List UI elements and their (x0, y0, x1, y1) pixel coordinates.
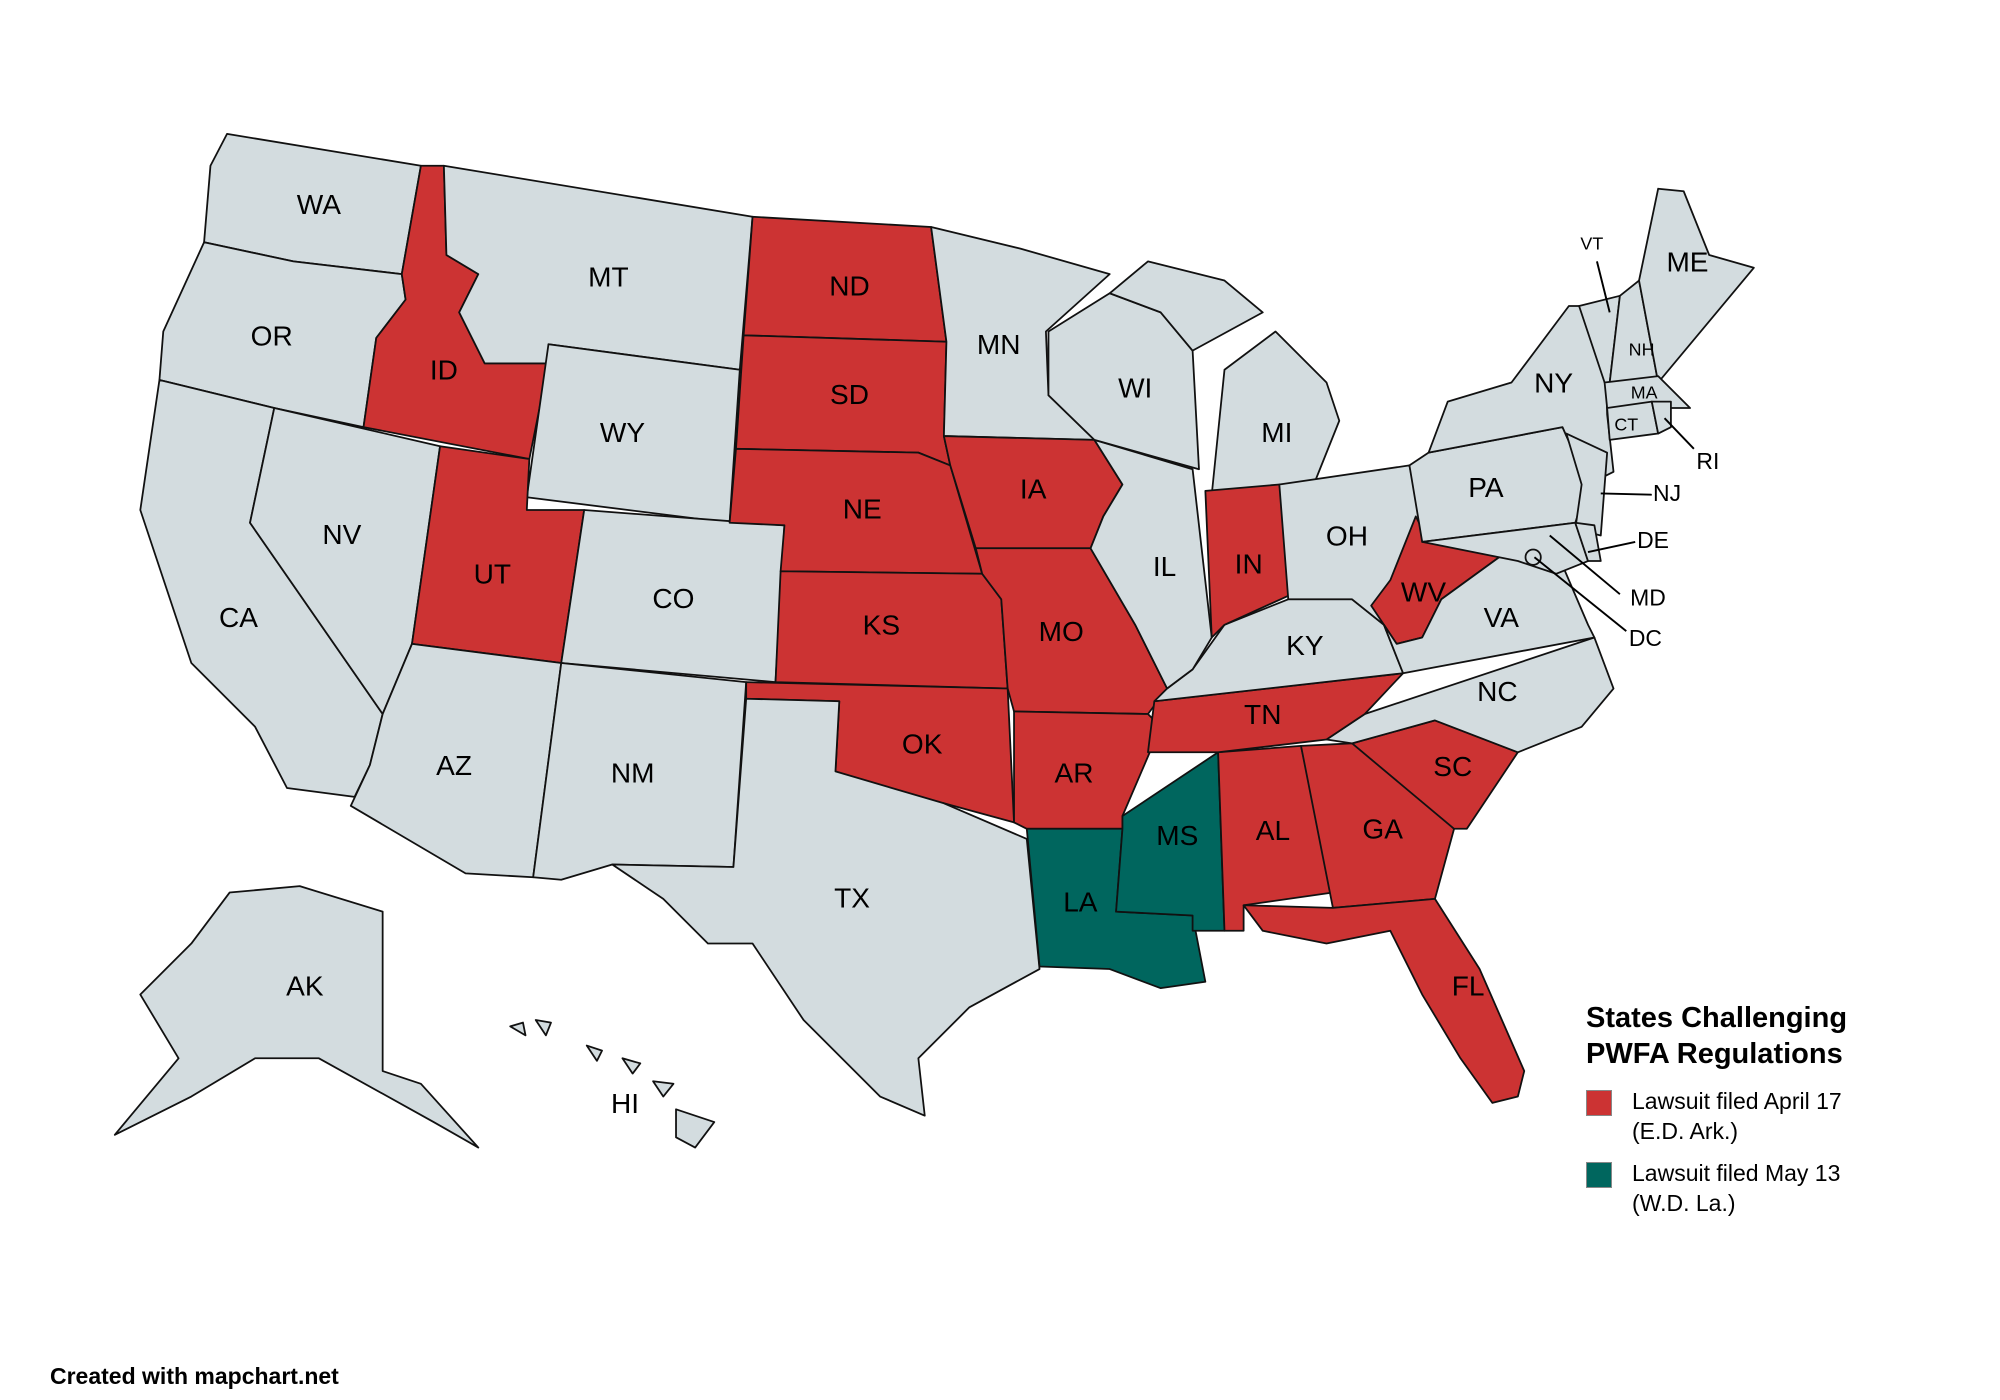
leader-line (1663, 417, 1695, 450)
leader-line (1549, 534, 1621, 595)
state-label-ms: MS (1156, 820, 1198, 851)
state-ak (113, 885, 480, 1149)
state-label-nv: NV (322, 519, 361, 550)
state-label-fl: FL (1452, 971, 1485, 1002)
state-label-hi: HI (611, 1088, 639, 1119)
state-ri (1650, 400, 1672, 435)
leader-line (1596, 261, 1611, 313)
legend-swatch-red (1586, 1090, 1612, 1116)
state-label-ct: CT (1614, 415, 1638, 435)
state-label-tx: TX (834, 883, 870, 914)
legend-sublabel: (W.D. La.) (1632, 1190, 1736, 1216)
state-label-va: VA (1484, 602, 1520, 633)
state-label-la: LA (1063, 886, 1098, 917)
state-ma (1603, 375, 1691, 409)
state-label-me: ME (1666, 246, 1708, 277)
state-tx (611, 697, 1041, 1117)
legend-item-april17: Lawsuit filed April 17 (E.D. Ark.) (1586, 1086, 1886, 1146)
legend-label: Lawsuit filed April 17 (1632, 1088, 1842, 1114)
state-label-ok: OK (902, 728, 943, 759)
legend-title: States Challenging PWFA Regulations (1586, 1000, 1886, 1072)
state-label-mn: MN (977, 329, 1021, 360)
legend-label: Lawsuit filed May 13 (1632, 1160, 1841, 1186)
state-hi (652, 1080, 675, 1098)
state-label-nj: NJ (1653, 480, 1681, 506)
state-label-ny: NY (1534, 367, 1573, 398)
state-label-nm: NM (611, 758, 655, 789)
state-hi (585, 1044, 603, 1062)
legend-item-may13: Lawsuit filed May 13 (W.D. La.) (1586, 1158, 1886, 1218)
state-label-pa: PA (1468, 472, 1504, 503)
state-label-sd: SD (830, 379, 869, 410)
state-mi (1108, 260, 1264, 352)
state-label-in: IN (1235, 549, 1263, 580)
state-label-nh: NH (1629, 339, 1655, 359)
state-label-dc: DC (1629, 625, 1662, 651)
state-mi (1210, 330, 1341, 496)
legend-swatch-teal (1586, 1162, 1612, 1188)
state-label-md: MD (1630, 584, 1666, 610)
state-il (1089, 438, 1213, 690)
state-label-wy: WY (600, 417, 645, 448)
leader-line (1600, 492, 1652, 496)
state-label-sc: SC (1433, 751, 1472, 782)
state-hi (534, 1019, 552, 1037)
state-label-ne: NE (843, 494, 882, 525)
state-label-de: DE (1637, 527, 1669, 553)
state-label-id: ID (430, 355, 458, 386)
state-dc (1524, 548, 1542, 566)
state-label-wa: WA (297, 189, 341, 220)
state-label-ar: AR (1054, 758, 1093, 789)
leader-line (1587, 540, 1636, 554)
state-label-mt: MT (588, 262, 629, 293)
state-hi (675, 1108, 716, 1149)
state-label-oh: OH (1326, 520, 1368, 551)
state-label-tn: TN (1244, 699, 1281, 730)
state-md (1421, 521, 1589, 575)
state-label-mi: MI (1261, 417, 1292, 448)
state-label-az: AZ (436, 750, 472, 781)
state-label-mo: MO (1039, 616, 1084, 647)
state-label-ma: MA (1631, 383, 1658, 403)
state-label-al: AL (1256, 815, 1290, 846)
state-label-wv: WV (1401, 577, 1446, 608)
state-hi (621, 1057, 642, 1075)
state-label-nd: ND (829, 271, 870, 302)
state-label-ks: KS (863, 610, 900, 641)
legend-title-line2: PWFA Regulations (1586, 1038, 1843, 1070)
state-label-ky: KY (1286, 630, 1324, 661)
state-label-nc: NC (1477, 676, 1518, 707)
state-label-wi: WI (1118, 373, 1152, 404)
leader-line (1533, 556, 1627, 632)
state-me (1638, 187, 1755, 384)
legend: States Challenging PWFA Regulations Laws… (1586, 1000, 1886, 1230)
state-label-ak: AK (286, 971, 324, 1002)
state-label-ga: GA (1362, 814, 1403, 845)
legend-sublabel: (E.D. Ark.) (1632, 1118, 1739, 1144)
legend-title-line1: States Challenging (1586, 1002, 1848, 1034)
state-label-ri: RI (1696, 448, 1719, 474)
credit-text: Created with mapchart.net (50, 1363, 339, 1389)
state-label-ca: CA (219, 602, 258, 633)
state-nc (1325, 636, 1615, 754)
state-label-or: OR (251, 320, 293, 351)
state-hi (509, 1021, 527, 1037)
state-label-il: IL (1153, 551, 1176, 582)
state-label-co: CO (652, 583, 694, 614)
state-fl (1242, 898, 1526, 1104)
state-in (1204, 483, 1296, 639)
state-label-ia: IA (1020, 473, 1047, 504)
state-label-ut: UT (474, 559, 511, 590)
state-label-vt: VT (1580, 234, 1603, 254)
